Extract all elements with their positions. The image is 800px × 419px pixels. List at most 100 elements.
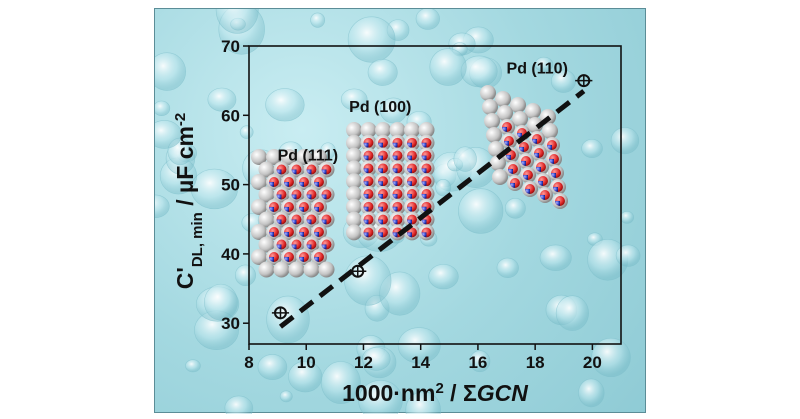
inner-atom [269,232,274,237]
x-tick-label: 8 [244,353,253,372]
inner-atom [276,219,282,225]
lattice-atom [346,173,362,190]
inner-atom [363,168,369,174]
inner-atom [269,207,274,212]
inner-atom [306,244,312,250]
water-droplet [534,56,554,72]
inner-atom [363,219,369,225]
inner-atom [284,257,289,262]
inner-atom [378,142,383,148]
water-droplet [453,146,477,172]
lattice-atom [482,99,498,115]
inner-atom [276,244,282,250]
inner-atom [314,182,319,187]
y-tick-label: 40 [221,245,240,264]
inner-atom [299,182,304,187]
lattice-atom [497,105,513,121]
inner-atom [421,219,427,225]
crystal-label-2: Pd (110) [507,61,568,78]
inner-atom [407,168,412,174]
inner-atom [549,159,554,164]
lattice-atom [486,127,502,143]
inner-atom [392,232,398,238]
inner-atom [321,244,327,250]
water-droplet [367,58,398,86]
lattice-atom [251,149,267,165]
water-droplet [155,52,187,91]
pd100-lattice [346,122,435,241]
inner-atom [538,181,543,186]
inner-atom [540,195,545,200]
inner-atom [363,232,369,238]
inner-atom [284,207,289,212]
water-droplet [185,359,201,373]
lattice-atom [251,249,267,265]
inner-atom [276,194,282,200]
inner-atom [299,257,304,262]
inner-atom [508,169,513,174]
water-droplet [578,378,605,408]
x-tick-label: 14 [411,353,430,372]
inner-atom [421,232,427,238]
data-point-2 [575,74,593,88]
lattice-atom [510,97,526,113]
lattice-atom [258,261,275,278]
inner-atom [392,219,398,225]
water-droplet [415,9,440,30]
water-droplet [155,100,171,117]
inner-atom [284,182,289,187]
inner-atom [291,194,297,200]
lattice-atom [318,261,335,278]
inner-atom [306,169,312,175]
inner-atom [506,155,511,160]
inner-atom [525,189,530,194]
x-tick-label: 20 [583,353,602,372]
lattice-atom [404,122,420,138]
figure-panel: 8 10 12 14 16 18 20 30 40 50 60 70 Pd (111) Pd (100… [154,8,646,414]
inner-atom [378,168,383,174]
lattice-atom [258,186,275,203]
x-tick-label: 10 [297,353,316,372]
inner-atom [378,194,383,199]
inner-atom [523,175,528,180]
inner-atom [363,142,369,148]
inner-atom [306,219,312,225]
water-droplet [539,244,572,271]
inner-atom [363,181,369,187]
lattice-atom [251,174,267,190]
pd110-lattice [480,85,568,209]
fit-line [278,89,586,329]
inner-atom [421,206,427,212]
inner-atom [407,232,412,238]
lattice-atom [296,149,312,165]
water-droplet [215,9,259,34]
inner-atom [421,181,427,187]
inner-atom [321,219,327,225]
x-axis-title: 1000·nm2 / ΣGCN [342,380,528,407]
inner-atom [534,153,539,158]
lattice-atom [258,211,275,228]
inner-atom [510,183,515,188]
inner-atom [378,181,383,187]
y-axis: 30 40 50 60 70 [221,37,249,333]
inner-atom [551,173,556,178]
lattice-atom [251,199,267,215]
x-tick-label: 12 [354,353,373,372]
inner-atom [291,219,297,225]
inner-atom [421,142,427,148]
inner-atom [555,201,560,206]
lattice-atom [542,123,558,139]
inner-atom [392,194,398,199]
inner-atom [392,155,398,161]
inner-atom [299,207,304,212]
inner-atom [407,142,412,148]
lattice-atom [288,261,305,278]
y-tick-label: 30 [221,314,240,333]
inner-atom [363,155,369,161]
lattice-atom [495,91,511,107]
lattice-atom [492,169,508,185]
lattice-atom [490,155,506,171]
water-droplet [204,283,238,321]
inner-atom [284,232,289,237]
inner-atom [547,145,552,150]
